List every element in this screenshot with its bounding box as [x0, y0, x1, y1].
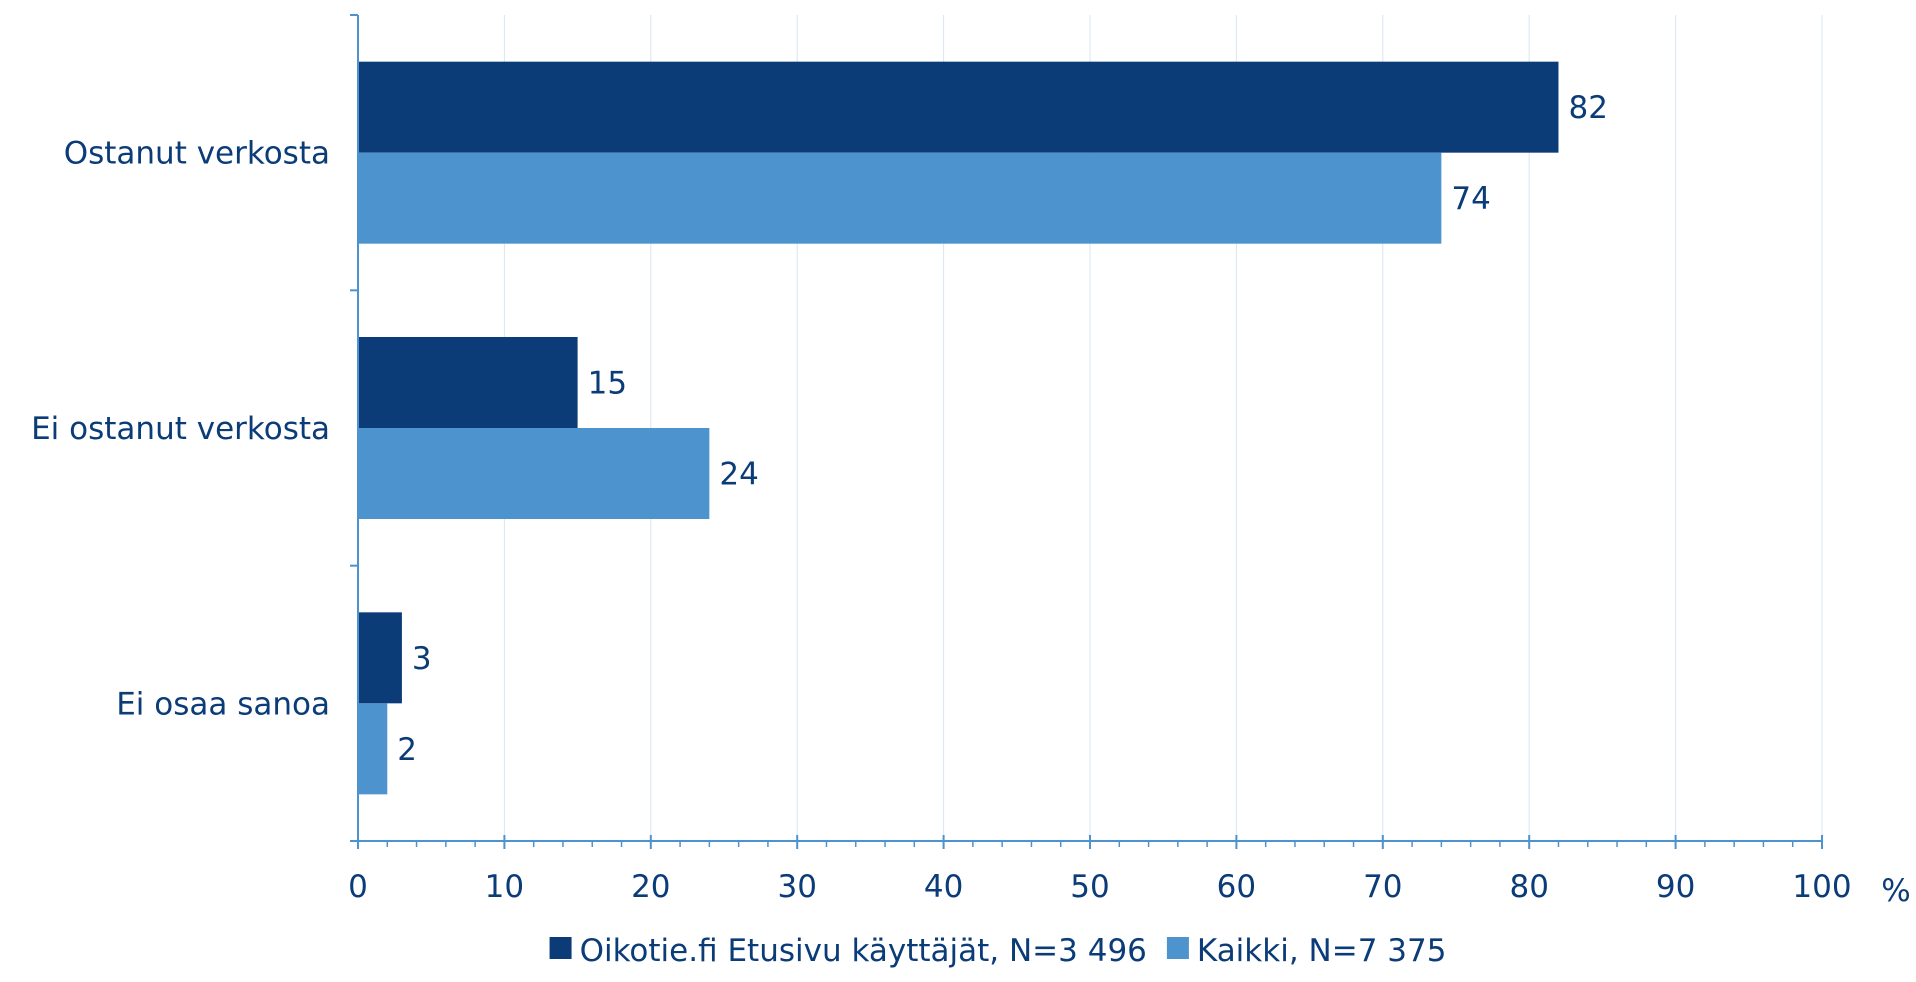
legend-swatch	[549, 937, 572, 959]
bar	[358, 612, 402, 704]
x-tick-label: 30	[777, 869, 816, 905]
category-label: Ei osaa sanoa	[116, 686, 330, 722]
legend-item: Oikotie.fi Etusivu käyttäjät, N=3 496	[549, 933, 1147, 969]
x-tick-label: 60	[1217, 869, 1256, 905]
data-label: 2	[397, 732, 417, 768]
data-label: 74	[1451, 181, 1490, 217]
category-label: Ostanut verkosta	[64, 136, 330, 172]
legend-swatch	[1166, 937, 1189, 959]
x-tick-label: 10	[485, 869, 524, 905]
data-label: 24	[719, 457, 758, 493]
x-tick-label: 40	[924, 869, 963, 905]
bars	[358, 61, 1559, 795]
labels: 82 74 Ostanut verkosta 15 24 Ei ostanut verko…	[31, 90, 1911, 909]
data-label: 15	[588, 366, 627, 402]
x-tick-label: 100	[1792, 869, 1851, 905]
x-tick-label: 70	[1363, 869, 1402, 905]
x-tick-label: 90	[1656, 869, 1695, 905]
legend-label: Kaikki, N=7 375	[1197, 933, 1447, 969]
legend-label: Oikotie.fi Etusivu käyttäjät, N=3 496	[580, 933, 1147, 969]
bar	[358, 703, 388, 795]
data-label: 3	[412, 641, 432, 677]
bar	[358, 61, 1559, 153]
x-tick-label: 20	[631, 869, 670, 905]
x-tick-label: 0	[348, 869, 368, 905]
data-label: 82	[1568, 90, 1607, 126]
x-tick-label: 50	[1070, 869, 1109, 905]
bar	[358, 428, 710, 519]
x-axis-unit: %	[1881, 873, 1910, 909]
bar	[358, 337, 578, 428]
category-label: Ei ostanut verkosta	[31, 411, 330, 447]
x-tick-label: 80	[1509, 869, 1548, 905]
legend: Oikotie.fi Etusivu käyttäjät, N=3 496 Kai…	[549, 933, 1447, 969]
bar	[358, 152, 1442, 244]
axes	[350, 14, 1823, 849]
legend-item: Kaikki, N=7 375	[1166, 933, 1447, 969]
